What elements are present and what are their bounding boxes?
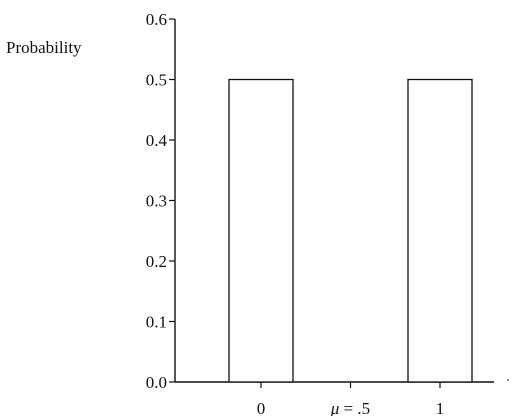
- y-tick-label: 0.0: [146, 373, 167, 392]
- y-tick-label: 0.4: [146, 131, 168, 150]
- bars: [228, 78, 473, 383]
- bar-x-0: [228, 78, 294, 383]
- y-tick-label: 0.3: [146, 192, 167, 211]
- y-axis-label: Probability: [6, 38, 82, 57]
- x-tick-label: 1: [436, 399, 445, 416]
- y-tick-label: 0.2: [146, 252, 167, 271]
- y-tick-label: 0.1: [146, 313, 167, 332]
- x-axis: 0 μ = .5 1: [175, 379, 509, 416]
- x-axis-end-dot: [507, 379, 509, 381]
- y-tick-label: 0.5: [146, 71, 167, 90]
- bar-x-1: [407, 78, 473, 383]
- x-tick-label: 0: [257, 399, 266, 416]
- y-axis: 0.0 0.1 0.2 0.3 0.4 0.5 0.6: [146, 10, 176, 392]
- y-tick-label: 0.6: [146, 10, 167, 29]
- x-tick-label: μ = .5: [330, 399, 370, 416]
